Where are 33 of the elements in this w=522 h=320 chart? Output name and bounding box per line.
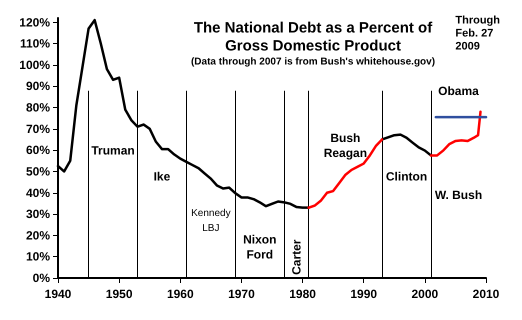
y-tick-label: 50% [26, 164, 50, 178]
y-tick-label: 20% [26, 228, 50, 242]
y-tick-label: 80% [26, 100, 50, 115]
x-tick-label: 1970 [228, 287, 256, 301]
text: (Data through 2007 is from Bush's whitehouse.gov) [190, 56, 436, 68]
x-tick-label: 1980 [289, 287, 316, 301]
y-tick-label: 100% [19, 58, 50, 72]
y-tick-label: 90% [26, 79, 50, 94]
y-tick-label: 30% [26, 207, 50, 222]
text: The National Debt as a Percent of Gross Domestic Product [194, 20, 434, 54]
x-tick-label: 1940 [44, 287, 72, 301]
y-tick-label: 110% [20, 36, 50, 51]
y-tick-label: 120% [19, 15, 50, 30]
annotation: Carter [289, 239, 304, 275]
x-tick-label: 1990 [350, 287, 378, 301]
y-tick-label: 70% [26, 122, 50, 136]
annotation: Through Feb. 27 2009 [455, 14, 500, 52]
y-tick-label: 10% [26, 250, 50, 264]
annotation: Kennedy LBJ [191, 208, 231, 234]
annotation: W. Bush [434, 188, 482, 202]
annotation: Obama [438, 84, 480, 98]
x-tick-label: 1950 [106, 287, 133, 301]
annotation: Bush Reagan [324, 130, 368, 160]
y-tick-label: 0% [32, 271, 50, 285]
annotation: Truman [91, 144, 135, 158]
y-tick-label: 60% [26, 143, 50, 158]
x-tick-label: 2010 [472, 287, 500, 301]
x-tick-label: 2000 [412, 287, 439, 301]
y-tick-label: 40% [26, 186, 50, 200]
annotation: Clinton [386, 170, 428, 184]
annotation: Nixon Ford [243, 232, 276, 262]
x-tick-label: 1960 [166, 287, 194, 301]
annotation: Ike [154, 170, 171, 184]
